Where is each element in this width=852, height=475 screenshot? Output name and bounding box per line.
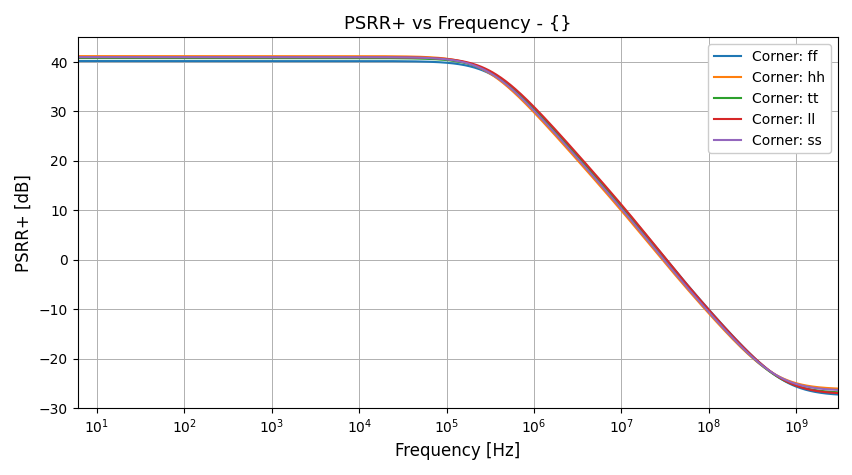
X-axis label: Frequency [Hz]: Frequency [Hz] [394, 442, 520, 460]
Corner: ll: (2.38e+07, 3.07): ll: (2.38e+07, 3.07) [648, 242, 659, 247]
Corner: ss: (2.38e+07, 2.34): ss: (2.38e+07, 2.34) [648, 246, 659, 251]
Corner: ff: (2.09e+06, 24.6): ff: (2.09e+06, 24.6) [556, 135, 567, 141]
Corner: ff: (3e+09, -27.3): ff: (3e+09, -27.3) [832, 392, 842, 398]
Line: Corner: hh: Corner: hh [78, 56, 837, 389]
Corner: ff: (20.5, 40.2): ff: (20.5, 40.2) [119, 58, 130, 64]
Corner: hh: (20.5, 41.2): hh: (20.5, 41.2) [119, 53, 130, 59]
Corner: tt: (2.09e+06, 24.4): tt: (2.09e+06, 24.4) [556, 136, 567, 142]
Corner: tt: (2.38e+07, 2.63): tt: (2.38e+07, 2.63) [648, 244, 659, 250]
Corner: ll: (20.5, 41): ll: (20.5, 41) [119, 54, 130, 60]
Title: PSRR+ vs Frequency - {}: PSRR+ vs Frequency - {} [343, 15, 571, 33]
Corner: tt: (3e+09, -26.8): tt: (3e+09, -26.8) [832, 390, 842, 395]
Corner: tt: (6.76e+05, 33.4): tt: (6.76e+05, 33.4) [514, 92, 524, 97]
Legend: Corner: ff, Corner: hh, Corner: tt, Corner: ll, Corner: ss: Corner: ff, Corner: hh, Corner: tt, Corn… [707, 44, 830, 153]
Corner: ff: (6.76e+05, 33.5): ff: (6.76e+05, 33.5) [514, 92, 524, 97]
Corner: hh: (2.38e+07, 1.98): hh: (2.38e+07, 1.98) [648, 247, 659, 253]
Corner: ss: (6.76e+05, 33.2): ss: (6.76e+05, 33.2) [514, 93, 524, 99]
Corner: ss: (6, 41): ss: (6, 41) [72, 54, 83, 60]
Corner: ss: (1.14e+06, 29.1): ss: (1.14e+06, 29.1) [533, 113, 544, 119]
Corner: hh: (6.76e+05, 32.9): hh: (6.76e+05, 32.9) [514, 95, 524, 100]
Corner: ll: (1.86e+08, -15.4): ll: (1.86e+08, -15.4) [727, 333, 737, 339]
Corner: tt: (1.14e+06, 29.4): tt: (1.14e+06, 29.4) [533, 112, 544, 117]
Corner: tt: (1.86e+08, -15.7): tt: (1.86e+08, -15.7) [727, 334, 737, 340]
Corner: ss: (3e+09, -26.3): ss: (3e+09, -26.3) [832, 387, 842, 393]
Y-axis label: PSRR+ [dB]: PSRR+ [dB] [15, 174, 33, 272]
Line: Corner: ff: Corner: ff [78, 61, 837, 395]
Corner: ff: (6, 40.2): ff: (6, 40.2) [72, 58, 83, 64]
Corner: ll: (1.14e+06, 29.8): ll: (1.14e+06, 29.8) [533, 109, 544, 115]
Corner: tt: (20.5, 40.8): tt: (20.5, 40.8) [119, 55, 130, 61]
Corner: hh: (2.09e+06, 23.7): hh: (2.09e+06, 23.7) [556, 140, 567, 146]
Corner: tt: (6, 40.8): tt: (6, 40.8) [72, 55, 83, 61]
Corner: ss: (1.86e+08, -15.7): ss: (1.86e+08, -15.7) [727, 335, 737, 341]
Corner: ll: (6, 41): ll: (6, 41) [72, 54, 83, 60]
Corner: hh: (1.86e+08, -16): hh: (1.86e+08, -16) [727, 336, 737, 342]
Corner: ff: (1.14e+06, 29.5): ff: (1.14e+06, 29.5) [533, 111, 544, 117]
Corner: hh: (6, 41.2): hh: (6, 41.2) [72, 53, 83, 59]
Corner: hh: (1.14e+06, 28.7): hh: (1.14e+06, 28.7) [533, 115, 544, 121]
Corner: ff: (1.86e+08, -15.3): ff: (1.86e+08, -15.3) [727, 332, 737, 338]
Corner: ll: (3e+09, -27): ll: (3e+09, -27) [832, 390, 842, 396]
Line: Corner: ss: Corner: ss [78, 57, 837, 390]
Corner: ss: (2.09e+06, 24): ss: (2.09e+06, 24) [556, 138, 567, 144]
Line: Corner: ll: Corner: ll [78, 57, 837, 393]
Corner: ll: (2.09e+06, 24.9): ll: (2.09e+06, 24.9) [556, 134, 567, 140]
Corner: ll: (6.76e+05, 33.8): ll: (6.76e+05, 33.8) [514, 90, 524, 95]
Corner: hh: (3e+09, -26): hh: (3e+09, -26) [832, 386, 842, 391]
Line: Corner: tt: Corner: tt [78, 58, 837, 392]
Corner: ff: (2.38e+07, 2.99): ff: (2.38e+07, 2.99) [648, 242, 659, 248]
Corner: ss: (20.5, 41): ss: (20.5, 41) [119, 54, 130, 60]
